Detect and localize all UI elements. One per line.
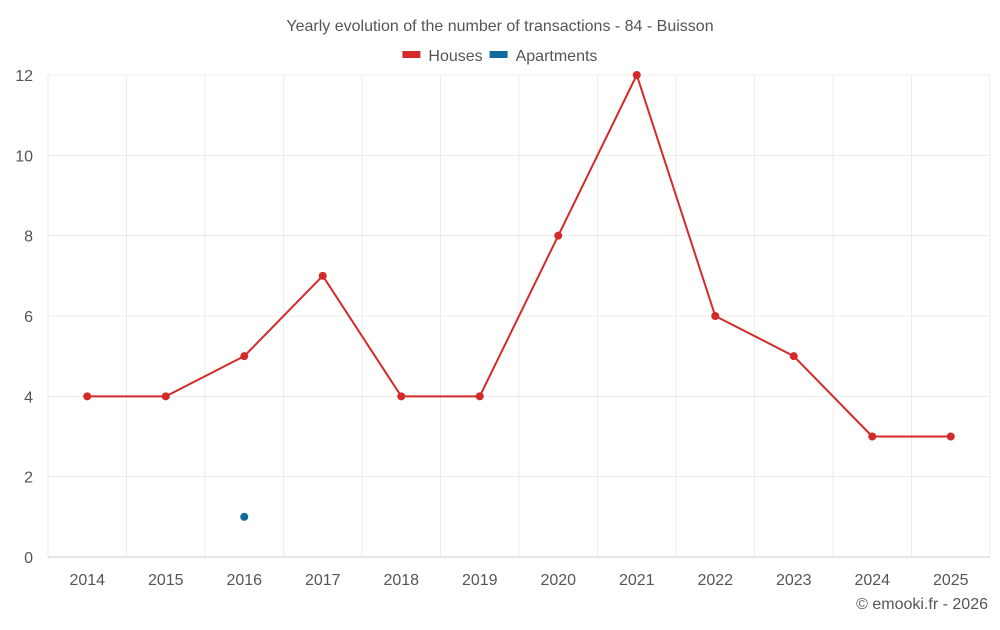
data-point-apartments-2016[interactable]: [240, 512, 249, 521]
x-tick-label-2016: 2016: [226, 572, 262, 589]
data-point-houses-2015[interactable]: [161, 392, 170, 401]
data-point-houses-2023[interactable]: [789, 352, 798, 361]
y-axis: 0 2 4 6 8 10 12: [15, 68, 33, 567]
data-point-houses-2024[interactable]: [868, 432, 877, 441]
x-tick-label-2022: 2022: [697, 572, 733, 589]
x-tick-label-2021: 2021: [619, 572, 655, 589]
x-tick-label-2015: 2015: [148, 572, 184, 589]
x-tick-label-2024: 2024: [854, 572, 890, 589]
data-point-houses-2017[interactable]: [318, 271, 327, 280]
x-tick-label-2020: 2020: [540, 572, 576, 589]
legend-item-apartments[interactable]: Apartments: [489, 48, 598, 65]
legend-swatch-apartments: [489, 51, 508, 58]
x-tick-label-2017: 2017: [305, 572, 341, 589]
data-point-houses-2016[interactable]: [240, 352, 249, 361]
x-tick-label-2014: 2014: [69, 572, 105, 589]
series-houses: [83, 71, 955, 441]
y-tick-label-12: 12: [15, 68, 33, 85]
x-tick-label-2023: 2023: [776, 572, 812, 589]
data-point-houses-2020[interactable]: [554, 231, 563, 240]
data-point-houses-2021[interactable]: [632, 71, 641, 79]
y-tick-label-10: 10: [15, 148, 33, 165]
y-tick-label-8: 8: [24, 229, 33, 246]
chart-title: Yearly evolution of the number of transa…: [286, 18, 713, 35]
y-tick-label-4: 4: [24, 389, 33, 406]
series-layer: [83, 71, 955, 521]
legend: Houses Apartments: [402, 48, 597, 65]
legend-label-apartments: Apartments: [516, 48, 598, 65]
x-tick-label-2019: 2019: [462, 572, 498, 589]
credit-text: © emooki.fr - 2026: [856, 596, 988, 613]
x-tick-label-2025: 2025: [933, 572, 969, 589]
x-tick-label-2018: 2018: [383, 572, 419, 589]
data-point-houses-2022[interactable]: [711, 312, 720, 320]
x-axis: 2014 2015 2016 2017 2018 2019 2020 2021 2022 2023…: [48, 556, 990, 589]
legend-swatch-houses: [402, 51, 421, 58]
legend-label-houses: Houses: [428, 48, 482, 65]
y-tick-label-2: 2: [24, 470, 33, 487]
y-tick-label-6: 6: [24, 309, 33, 326]
data-point-houses-2019[interactable]: [475, 392, 484, 401]
series-apartments: [240, 512, 249, 521]
y-tick-label-0: 0: [24, 550, 33, 567]
data-point-houses-2014[interactable]: [83, 392, 92, 401]
series-line-houses: [87, 74, 951, 438]
data-point-houses-2025[interactable]: [946, 432, 955, 441]
data-point-houses-2018[interactable]: [397, 392, 406, 401]
legend-item-houses[interactable]: Houses: [402, 48, 483, 65]
